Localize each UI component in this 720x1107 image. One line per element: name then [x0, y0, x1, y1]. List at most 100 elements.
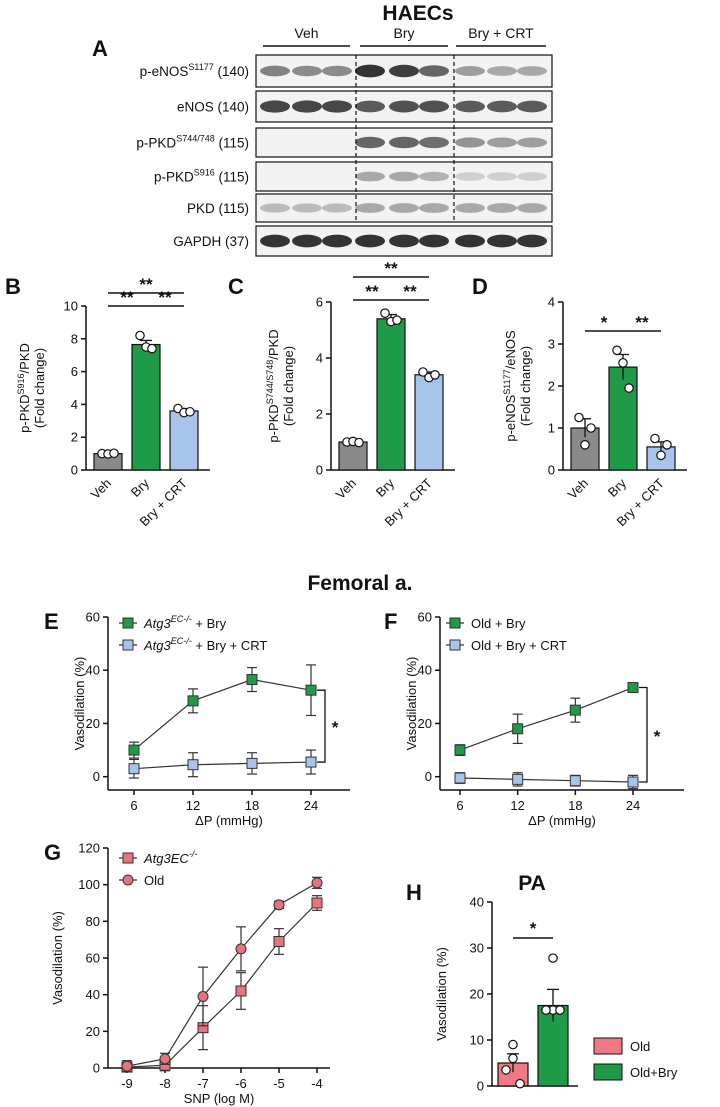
blot-band: [455, 100, 485, 113]
blot-band: [517, 234, 547, 248]
blot-band: [487, 203, 517, 213]
y-tick-label: 120: [78, 841, 100, 856]
y-label-main: p-PKD: [266, 404, 281, 442]
blot-band: [487, 137, 517, 148]
legend-label: Old + Bry + CRT: [471, 638, 567, 653]
blot-band: [517, 66, 547, 76]
x-tick-label: 12: [510, 798, 524, 813]
blot-band: [260, 203, 290, 213]
x-tick-label: -4: [311, 1076, 323, 1091]
data-point: [147, 343, 157, 354]
y-label-main: p-PKD: [17, 395, 32, 433]
blot-name: GAPDH: [173, 234, 221, 249]
y-label-tail: /eNOS: [503, 330, 518, 369]
blot-mw: (115): [215, 170, 249, 185]
line-chart-g: G 0 20 40 60 80 100 120 -9 -8 -7 -6 -5 -4 SNP (log M) V…: [44, 840, 330, 1106]
data-point: [187, 695, 199, 707]
x-tick-label: -7: [197, 1076, 209, 1091]
bar: [414, 374, 444, 471]
data-point: [512, 723, 524, 735]
panel-letter: C: [228, 274, 244, 299]
legend-marker: [122, 617, 134, 629]
legend-label: Atg3EC-/-: [143, 849, 197, 866]
x-tick-label: Veh: [88, 476, 114, 502]
data-point: [392, 315, 402, 325]
y-tick-label: 6: [316, 295, 323, 310]
y-tick-label: 2: [71, 430, 78, 445]
blot-band: [517, 172, 547, 181]
x-tick-label: -8: [159, 1076, 171, 1091]
y-tick-label: 10: [470, 1033, 484, 1048]
data-point: [311, 877, 323, 889]
x-tick-label: -9: [121, 1076, 133, 1091]
data-point: [548, 953, 558, 963]
legend-marker: [449, 617, 461, 629]
y-tick-label: 4: [316, 351, 323, 366]
blot-band: [419, 203, 449, 213]
y-tick-label: 60: [86, 610, 100, 625]
data-point: [185, 406, 195, 417]
legend-rest: + Bry: [192, 616, 227, 631]
legend-marker: [122, 874, 134, 886]
y-tick-label: 40: [470, 895, 484, 910]
data-point: [612, 345, 622, 356]
y-tick-label: 20: [86, 716, 100, 731]
bar-chart-h: H PA 0 10 20 30 40 Vasodilation (%) * Old Old+Bry: [406, 872, 678, 1094]
significance-label: *: [601, 313, 608, 332]
legend-label: Atg3EC-/- + Bry: [143, 614, 227, 631]
blot-band: [389, 100, 419, 113]
blot-label: GAPDH (37): [173, 234, 249, 249]
x-tick-label: Veh: [333, 476, 359, 502]
group-label: Bry + CRT: [468, 25, 534, 41]
y-tick-label: 2: [548, 379, 555, 394]
blot-mw: (140): [214, 64, 249, 79]
blot-band: [517, 100, 547, 113]
y-axis-label: Vasodilation (%): [50, 911, 65, 1005]
data-point: [418, 367, 428, 377]
blot-label: p-PKDS916 (115): [154, 168, 249, 185]
blot-band: [389, 171, 419, 182]
legend-label: Atg3EC-/- + Bry + CRT: [143, 636, 267, 653]
data-point: [305, 756, 317, 768]
legend-swatch: [593, 1063, 623, 1081]
legend-swatch: [593, 1037, 623, 1055]
data-point: [235, 943, 247, 955]
y-tick-label: 40: [86, 987, 100, 1002]
data-point: [135, 330, 145, 341]
data-point: [235, 985, 247, 997]
blot-label: p-PKDS744/748 (115): [136, 134, 249, 151]
blot-band: [292, 234, 322, 248]
y-label-main: p-eNOS: [503, 394, 518, 441]
data-point: [508, 1053, 518, 1064]
blot-band: [419, 171, 449, 182]
y-tick-label: 20: [418, 716, 432, 731]
data-point: [541, 1005, 551, 1015]
blot-band: [455, 234, 485, 248]
x-tick-label: Bry: [605, 475, 630, 500]
blot-band: [517, 203, 547, 213]
x-tick-label: Bry: [128, 475, 153, 500]
y-axis-label: p-PKDS744/S748/PKD: [265, 329, 281, 442]
y-tick-label: 80: [86, 914, 100, 929]
legend-label: Old + Bry: [471, 616, 526, 631]
x-tick-label: Bry: [373, 475, 398, 500]
y-tick-label: 60: [418, 610, 432, 625]
data-point: [246, 674, 258, 686]
blot-band: [389, 234, 419, 248]
blot-band: [355, 234, 385, 248]
blot-superscript: S1177: [188, 62, 213, 72]
blot-label: PKD (115): [187, 201, 249, 216]
significance-bracket: [639, 686, 648, 783]
bar: [608, 366, 638, 471]
data-point: [273, 899, 285, 911]
data-point: [197, 991, 209, 1002]
blot-band: [419, 65, 449, 77]
x-tick-label: 18: [568, 798, 582, 813]
data-point: [430, 369, 440, 380]
section-title-haecs: HAECs: [382, 2, 453, 25]
legend-sup: -/-: [189, 849, 198, 859]
legend-label: Old: [630, 1039, 650, 1054]
